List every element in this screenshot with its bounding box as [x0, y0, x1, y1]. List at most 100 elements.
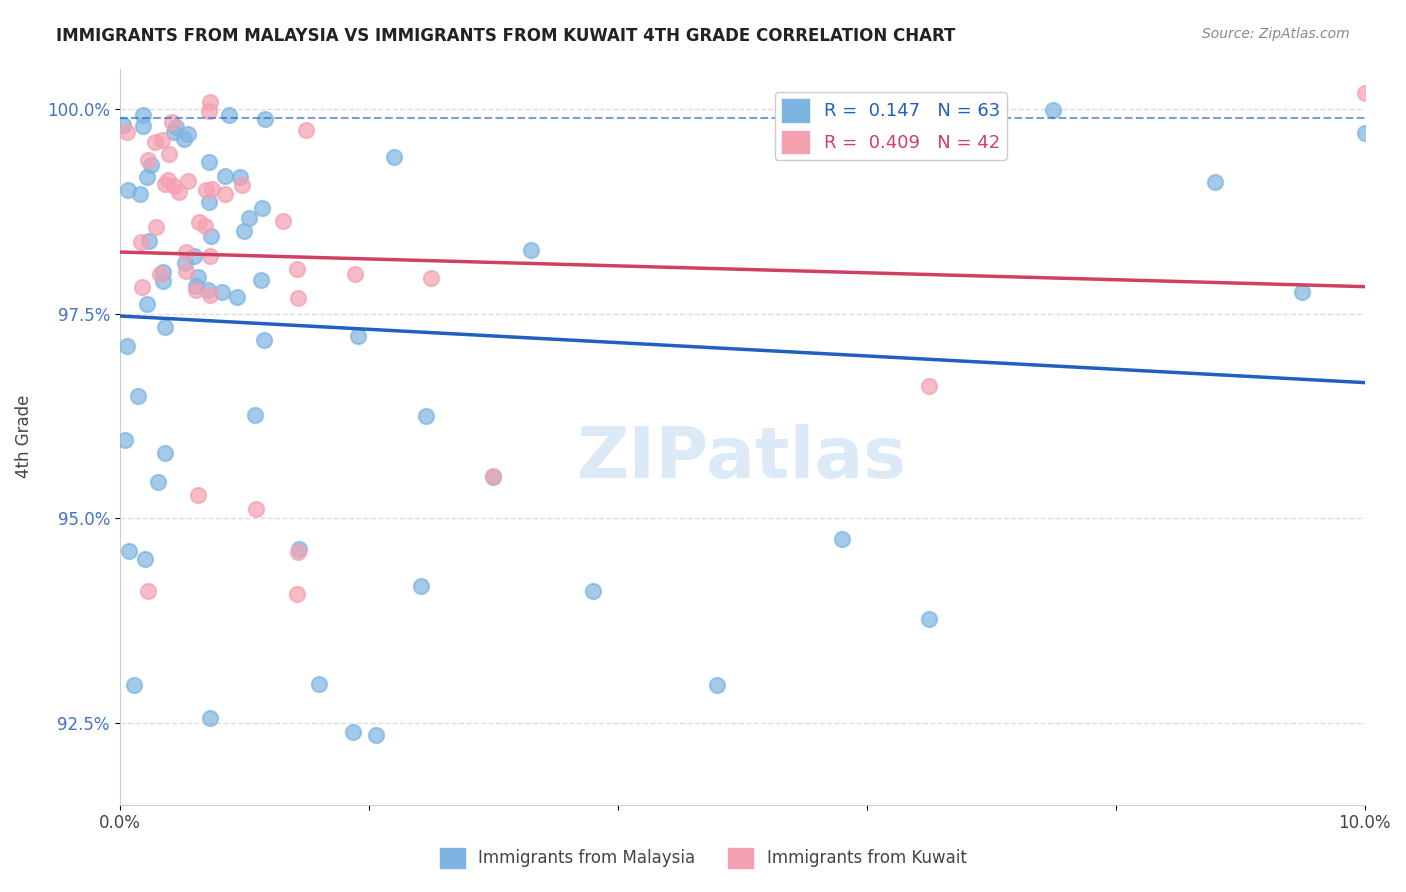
Point [831, 533, 853, 547]
Point [174, 256, 197, 270]
Point [141, 158, 163, 172]
Point [122, 678, 145, 692]
Point [287, 545, 309, 559]
Point [148, 475, 170, 490]
Point [198, 154, 221, 169]
Point [706, 677, 728, 691]
Point [245, 501, 267, 516]
Point [308, 676, 330, 690]
Point [288, 542, 311, 557]
Point [342, 725, 364, 739]
Point [238, 211, 260, 225]
Point [138, 234, 160, 248]
Point [250, 201, 273, 215]
Point [411, 579, 433, 593]
Point [482, 469, 505, 483]
Point [366, 728, 388, 742]
Point [131, 235, 153, 249]
Point [136, 297, 159, 311]
Point [1354, 86, 1376, 100]
Point [271, 214, 294, 228]
Point [197, 283, 219, 297]
Point [253, 333, 276, 347]
Point [127, 389, 149, 403]
Point [177, 174, 200, 188]
Point [1354, 127, 1376, 141]
Text: IMMIGRANTS FROM MALAYSIA VS IMMIGRANTS FROM KUWAIT 4TH GRADE CORRELATION CHART: IMMIGRANTS FROM MALAYSIA VS IMMIGRANTS F… [56, 27, 956, 45]
Point [174, 245, 197, 260]
Point [214, 186, 236, 201]
Point [195, 183, 218, 197]
Point [153, 320, 176, 334]
Point [198, 249, 221, 263]
Point [143, 135, 166, 149]
Point [253, 112, 276, 127]
Point [294, 123, 316, 137]
Point [165, 120, 187, 134]
Point [115, 339, 138, 353]
Y-axis label: 4th Grade: 4th Grade [15, 395, 32, 478]
Point [187, 488, 209, 502]
Point [287, 291, 309, 305]
Point [184, 284, 207, 298]
Point [415, 409, 437, 424]
Point [198, 195, 221, 210]
Point [1204, 175, 1226, 189]
Point [194, 219, 217, 234]
Point [231, 178, 253, 193]
Legend: R =  0.147   N = 63, R =  0.409   N = 42: R = 0.147 N = 63, R = 0.409 N = 42 [775, 92, 1007, 160]
Point [186, 279, 208, 293]
Point [115, 125, 138, 139]
Point [245, 408, 267, 422]
Text: ZIPatlas: ZIPatlas [576, 425, 907, 493]
Point [131, 279, 153, 293]
Point [132, 108, 155, 122]
Point [153, 445, 176, 459]
Point [200, 182, 222, 196]
Point [157, 147, 180, 161]
Point [218, 108, 240, 122]
Point [152, 274, 174, 288]
Point [233, 224, 256, 238]
Point [177, 128, 200, 142]
Point [118, 543, 141, 558]
Point [1042, 103, 1064, 118]
Point [135, 170, 157, 185]
Point [214, 169, 236, 184]
Point [211, 285, 233, 299]
Point [198, 103, 221, 118]
Point [582, 584, 605, 599]
Point [145, 220, 167, 235]
Text: Source: ZipAtlas.com: Source: ZipAtlas.com [1202, 27, 1350, 41]
Point [482, 470, 505, 484]
Point [111, 118, 134, 132]
Point [183, 249, 205, 263]
Point [918, 378, 941, 392]
Point [149, 267, 172, 281]
Point [157, 173, 180, 187]
Point [918, 612, 941, 626]
Point [174, 263, 197, 277]
Point [163, 125, 186, 139]
Point [285, 587, 308, 601]
Point [200, 95, 222, 109]
Point [136, 583, 159, 598]
Point [226, 290, 249, 304]
Point [187, 270, 209, 285]
Legend: Immigrants from Malaysia, Immigrants from Kuwait: Immigrants from Malaysia, Immigrants fro… [433, 841, 973, 875]
Point [152, 264, 174, 278]
Point [169, 185, 191, 199]
Point [153, 177, 176, 191]
Point [187, 214, 209, 228]
Point [285, 262, 308, 277]
Point [162, 115, 184, 129]
Point [250, 272, 273, 286]
Point [200, 711, 222, 725]
Point [384, 150, 406, 164]
Point [136, 153, 159, 167]
Point [129, 186, 152, 201]
Point [200, 229, 222, 244]
Point [198, 288, 221, 302]
Point [117, 184, 139, 198]
Point [1291, 285, 1313, 300]
